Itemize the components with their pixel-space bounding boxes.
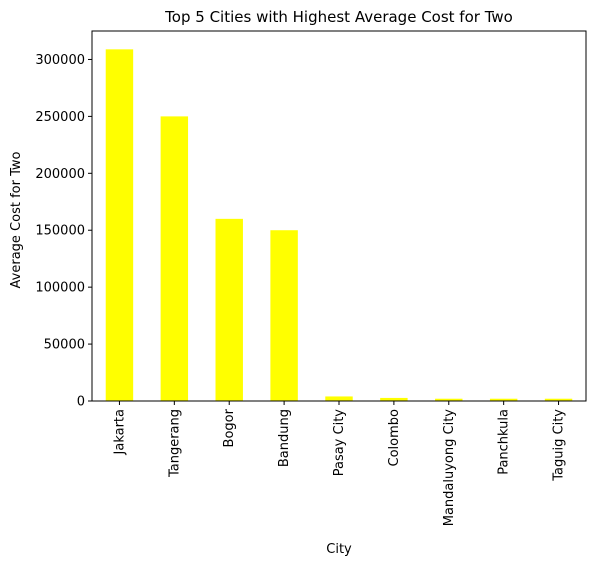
y-tick-label: 150000	[35, 224, 85, 239]
x-tick-label: Colombo	[387, 409, 402, 467]
x-axis-label: City	[326, 542, 352, 557]
y-tick-label: 100000	[35, 281, 85, 296]
bar-colombo	[380, 397, 408, 401]
x-tick-label: Taguig City	[552, 409, 567, 482]
bar-mandaluyong-city	[435, 398, 463, 401]
y-tick-label: 250000	[35, 110, 85, 125]
bar-pasay-city	[325, 396, 353, 401]
bar-tangerang	[160, 116, 189, 401]
bar-bandung	[270, 230, 298, 401]
x-axis-ticks: Jakarta Tangerang Bogor Bandung Pasay City Co…	[112, 401, 567, 527]
bar-jakarta	[105, 49, 134, 401]
y-tick-label: 50000	[44, 338, 85, 353]
chart-title: Top 5 Cities with Highest Average Cost f…	[164, 8, 513, 26]
plot-frame	[91, 30, 587, 402]
y-tick-label: 0	[77, 395, 85, 410]
x-tick-label: Mandaluyong City	[442, 409, 457, 527]
y-axis-label: Average Cost for Two	[9, 151, 24, 288]
y-tick-label: 200000	[35, 167, 85, 182]
x-tick-label: Bandung	[277, 409, 292, 467]
x-tick-label: Jakarta	[112, 409, 127, 455]
y-axis-ticks: 0 50000 100000 150000 200000 250000 300000	[35, 53, 92, 410]
bars-group	[105, 49, 573, 401]
y-tick-label: 300000	[35, 53, 85, 68]
bar-taguig-city	[544, 398, 573, 401]
bar-bogor	[215, 218, 243, 401]
x-tick-label: Pasay City	[332, 409, 347, 477]
bar-panchkula	[489, 398, 518, 401]
x-tick-label: Tangerang	[167, 409, 182, 478]
x-tick-label: Panchkula	[497, 409, 512, 475]
x-tick-label: Bogor	[222, 408, 237, 447]
